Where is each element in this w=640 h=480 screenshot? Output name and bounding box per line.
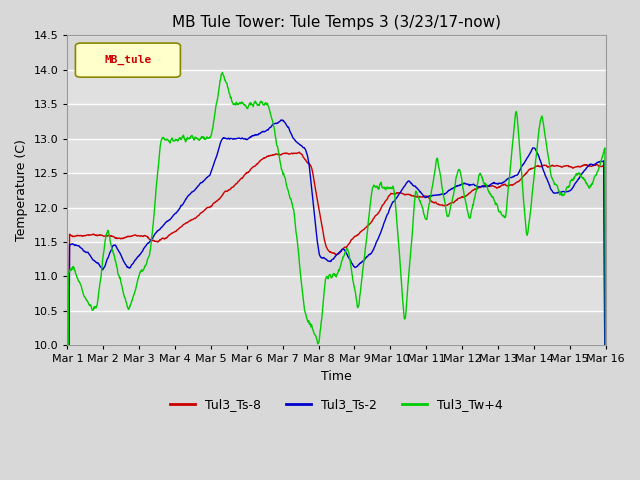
Text: MB_tule: MB_tule <box>104 55 151 65</box>
Bar <box>67 104 605 139</box>
Bar <box>67 36 605 70</box>
Bar <box>67 139 605 173</box>
Bar <box>67 311 605 345</box>
Legend: Tul3_Ts-8, Tul3_Ts-2, Tul3_Tw+4: Tul3_Ts-8, Tul3_Ts-2, Tul3_Tw+4 <box>165 394 508 417</box>
Bar <box>67 242 605 276</box>
FancyBboxPatch shape <box>76 43 180 77</box>
Title: MB Tule Tower: Tule Temps 3 (3/23/17-now): MB Tule Tower: Tule Temps 3 (3/23/17-now… <box>172 15 501 30</box>
Bar <box>67 70 605 104</box>
Bar <box>67 276 605 311</box>
X-axis label: Time: Time <box>321 370 352 383</box>
Bar <box>67 173 605 207</box>
Bar <box>67 207 605 242</box>
Y-axis label: Temperature (C): Temperature (C) <box>15 139 28 241</box>
